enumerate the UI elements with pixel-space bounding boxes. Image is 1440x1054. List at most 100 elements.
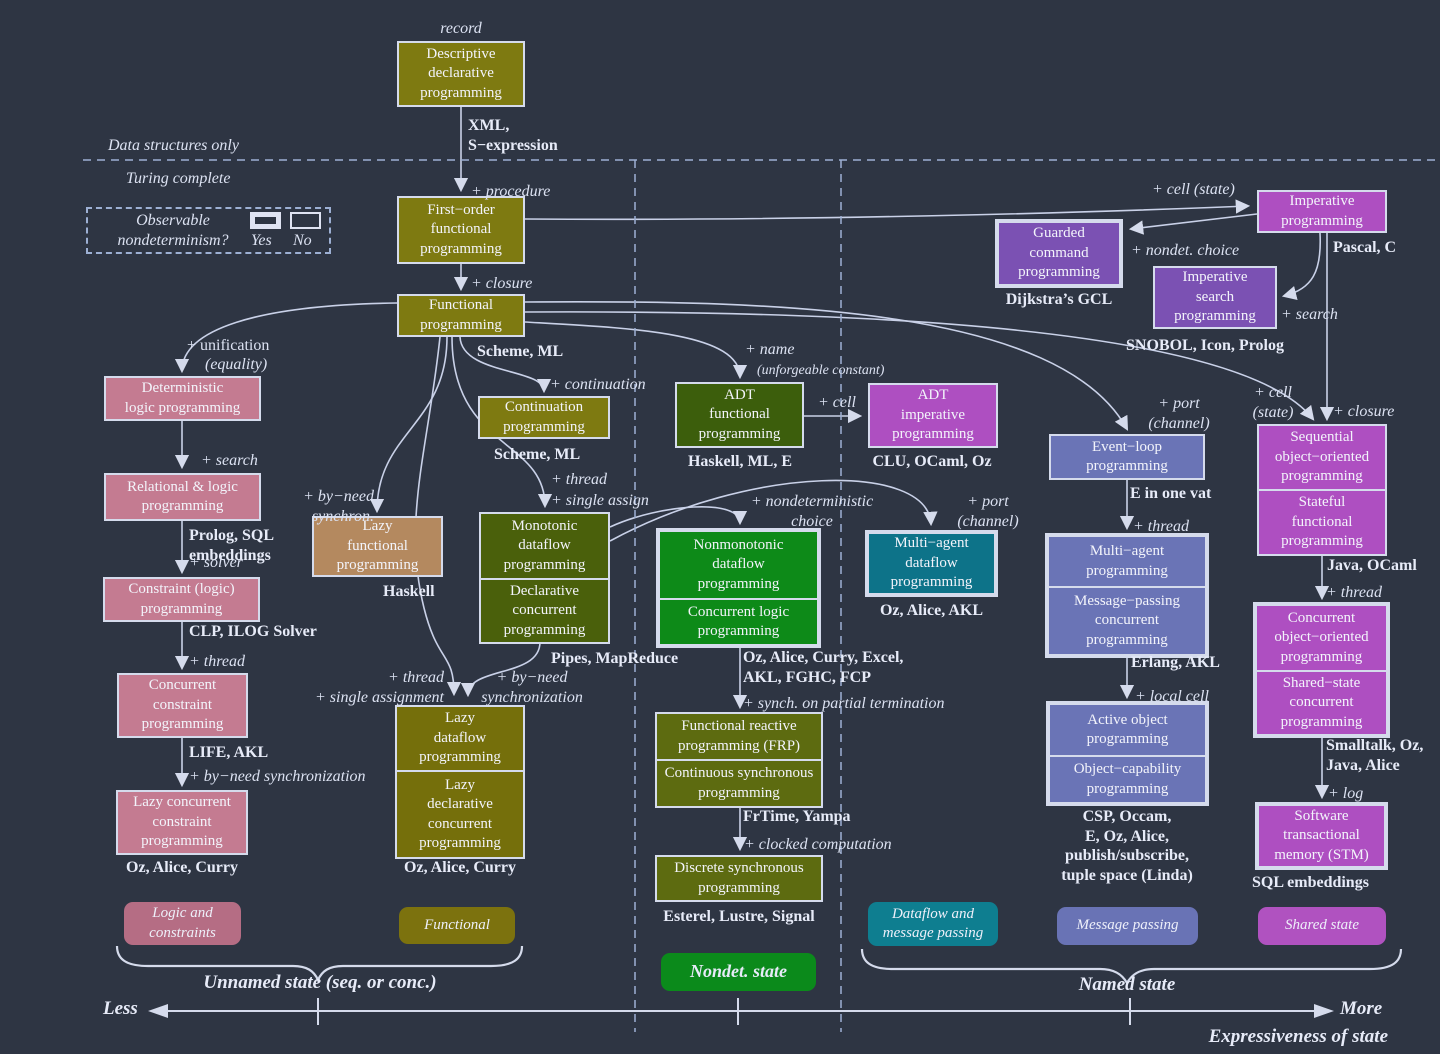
label-java-ocaml: Java, OCaml <box>1327 557 1417 574</box>
label-life-akl: LIFE, AKL <box>189 744 269 761</box>
label-csp-occam: CSP, Occam, E, Oz, Alice, publish/subscr… <box>1061 808 1193 884</box>
op-byneed-left: + by−need synchronization <box>189 768 366 785</box>
node-descriptive-declarative: Descriptive declarative programming <box>397 41 525 107</box>
op-procedure: + procedure <box>471 183 551 200</box>
region-dataflow-message-passing: Dataflow and message passing <box>868 902 998 946</box>
legend-no-sample-icon <box>290 212 321 229</box>
turing-complete-label: Turing complete <box>126 170 231 187</box>
op-continuation: + continuation <box>550 376 646 393</box>
label-pipes-mapreduce: Pipes, MapReduce <box>551 650 679 667</box>
op-local-cell: + local cell <box>1135 688 1209 705</box>
label-e-in-one-vat: E in one vat <box>1130 485 1212 502</box>
op-port-channel-right: + port (channel) <box>1148 395 1210 432</box>
label-oz-alice-curry-mid: Oz, Alice, Curry <box>404 859 516 876</box>
node-relational-logic: Relational & logic programming <box>104 473 261 521</box>
op-name: + name <box>745 341 795 358</box>
op-synch-partial-termination: + synch. on partial termination <box>743 695 945 712</box>
node-lazy-concurrent-constraint: Lazy concurrent constraint programming <box>116 790 248 855</box>
edge-firstorder-to-imperative <box>524 199 1251 221</box>
edge-functional-to-lazydataflow <box>414 336 462 697</box>
axis-arrow-right <box>1314 1004 1334 1018</box>
label-pascal-c: Pascal, C <box>1333 239 1397 256</box>
op-search-right: + search <box>1281 306 1338 323</box>
node-shared-state-concurrent: Shared−state concurrent programming <box>1257 670 1386 734</box>
op-clocked-computation: + clocked computation <box>744 836 892 853</box>
op-search-left: + search <box>201 452 258 469</box>
op-unification: + unification <box>187 337 270 354</box>
op-single-assign: + single assign <box>551 492 649 509</box>
label-oz-alice-akl: Oz, Alice, AKL <box>879 602 984 619</box>
op-equality: (equality) <box>205 356 268 373</box>
node-seq-oo-stack: Sequential object−oriented programming S… <box>1257 424 1387 556</box>
node-declarative-concurrent: Declarative concurrent programming <box>481 578 608 642</box>
region-shared-state: Shared state <box>1258 907 1386 945</box>
axis-unnamed-state-label: Unnamed state (seq. or conc.) <box>203 972 437 993</box>
edge-declconcurrent-to-lazydataflow <box>460 641 541 698</box>
node-functional: Functional programming <box>397 294 525 337</box>
edge-functional-to-continuation <box>459 336 552 394</box>
node-lazy-declarative-concurrent: Lazy declarative concurrent programming <box>397 770 523 857</box>
label-haskell: Haskell <box>383 583 435 600</box>
label-oz-alice-curry-left: Oz, Alice, Curry <box>126 859 238 876</box>
node-discrete-synchronous: Discrete synchronous programming <box>655 855 823 902</box>
legend-question: Observable nondeterminism? <box>117 212 229 249</box>
op-closure-top: + closure <box>471 275 533 292</box>
label-erlang-akl: Erlang, AKL <box>1131 654 1220 671</box>
op-thread-2: + thread <box>551 471 607 488</box>
op-thread-right-1: + thread <box>1133 518 1189 535</box>
label-haskell-ml-e: Haskell, ML, E <box>687 453 792 470</box>
label-sql-embeddings: SQL embeddings <box>1252 874 1369 891</box>
node-adt-functional: ADT functional programming <box>675 382 804 448</box>
label-oz-excel: Oz, Alice, Curry, Excel, AKL, FGHC, FCP <box>743 649 904 687</box>
axis-less-label: Less <box>103 998 138 1019</box>
legend-yes-label: Yes <box>251 232 272 249</box>
label-dijkstra-gcl: Dijkstra’s GCL <box>1005 291 1113 308</box>
op-byneed-synchron: + by−need synchron. <box>303 488 374 525</box>
legend-no-label: No <box>293 232 312 249</box>
op-thread-left: + thread <box>189 653 245 670</box>
node-sequential-oo: Sequential object−oriented programming <box>1259 426 1385 489</box>
node-event-loop: Event−loop programming <box>1049 434 1205 480</box>
data-structures-only-label: Data structures only <box>108 137 239 154</box>
edge-monotonic-to-multiagentdataflow <box>609 479 938 542</box>
node-multiagent-stack: Multi−agent programming Message−passing … <box>1045 533 1209 658</box>
edge-functional-to-detlogic <box>174 302 398 374</box>
axis-named-state-label: Named state <box>1078 974 1176 995</box>
node-active-object-stack: Active object programming Object−capabil… <box>1046 701 1209 806</box>
region-nondet-state: Nondet. state <box>661 953 816 991</box>
node-constraint-logic: Constraint (logic) programming <box>103 577 260 622</box>
op-nondeterministic-choice: + nondeterministic choice <box>750 493 874 530</box>
op-cell-mid: + cell <box>818 394 856 411</box>
edge-imperative-to-guarded <box>1128 213 1258 235</box>
node-concurrent-constraint: Concurrent constraint programming <box>117 673 248 738</box>
brace-unnamed-state <box>115 945 524 983</box>
node-monotonic-stack: Monotonic dataflow programming Declarati… <box>479 512 610 644</box>
axis-title: Expressiveness of state <box>1208 1026 1388 1047</box>
node-nonmonotonic-dataflow: Nonmonotonic dataflow programming <box>660 532 817 598</box>
label-scheme-ml-1: Scheme, ML <box>477 343 564 360</box>
region-message-passing: Message passing <box>1057 907 1198 945</box>
node-concurrent-oo-stack: Concurrent object−oriented programming S… <box>1253 602 1390 738</box>
op-closure-right: + closure <box>1333 403 1395 420</box>
node-object-capability: Object−capability programming <box>1050 755 1205 802</box>
node-message-passing-concurrent: Message−passing concurrent programming <box>1049 586 1205 654</box>
node-continuation: Continuation programming <box>478 396 610 439</box>
label-clp-ilog: CLP, ILOG Solver <box>189 623 317 640</box>
label-xml: XML, S−expression <box>468 117 558 155</box>
node-concurrent-logic: Concurrent logic programming <box>660 598 817 644</box>
brace-named-state <box>860 948 1403 986</box>
label-scheme-ml-2: Scheme, ML <box>494 446 581 463</box>
node-multiagent-dataflow: Multi−agent dataflow programming <box>865 530 998 597</box>
node-first-order-functional: First−order functional programming <box>397 196 525 264</box>
node-active-object: Active object programming <box>1050 705 1205 755</box>
node-lazy-functional: Lazy functional programming <box>312 516 443 577</box>
edge-monotonic-to-nonmonotonic <box>609 506 748 528</box>
edge-functional-to-adtfunctional <box>524 321 748 380</box>
op-solver: + solver <box>189 554 243 571</box>
node-imperative-search: Imperative search programming <box>1153 266 1277 329</box>
op-unforgeable-constant: (unforgeable constant) <box>757 363 885 378</box>
node-continuous-synchronous: Continuous synchronous programming <box>657 759 821 806</box>
region-functional: Functional <box>399 907 515 944</box>
label-clu-ocaml-oz: CLU, OCaml, Oz <box>872 453 992 470</box>
